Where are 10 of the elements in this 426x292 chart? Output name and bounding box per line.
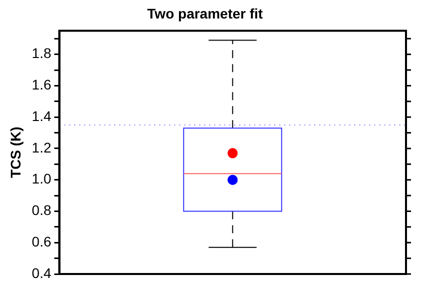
y-axis-title: TCS (K) [7, 126, 24, 178]
y-tick-label: 0.8 [32, 202, 52, 218]
y-tick-label: 1.4 [32, 108, 52, 124]
y-tick-label: 1.2 [32, 139, 52, 156]
y-tick-label: 1.6 [32, 76, 52, 93]
y-tick-label: 0.6 [32, 233, 52, 250]
y-tick-label: 1.8 [32, 45, 52, 62]
y-tick-label: 1.0 [32, 170, 52, 187]
chart-title: Two parameter fit [147, 5, 264, 22]
y-tick-label: 0.4 [32, 264, 52, 281]
